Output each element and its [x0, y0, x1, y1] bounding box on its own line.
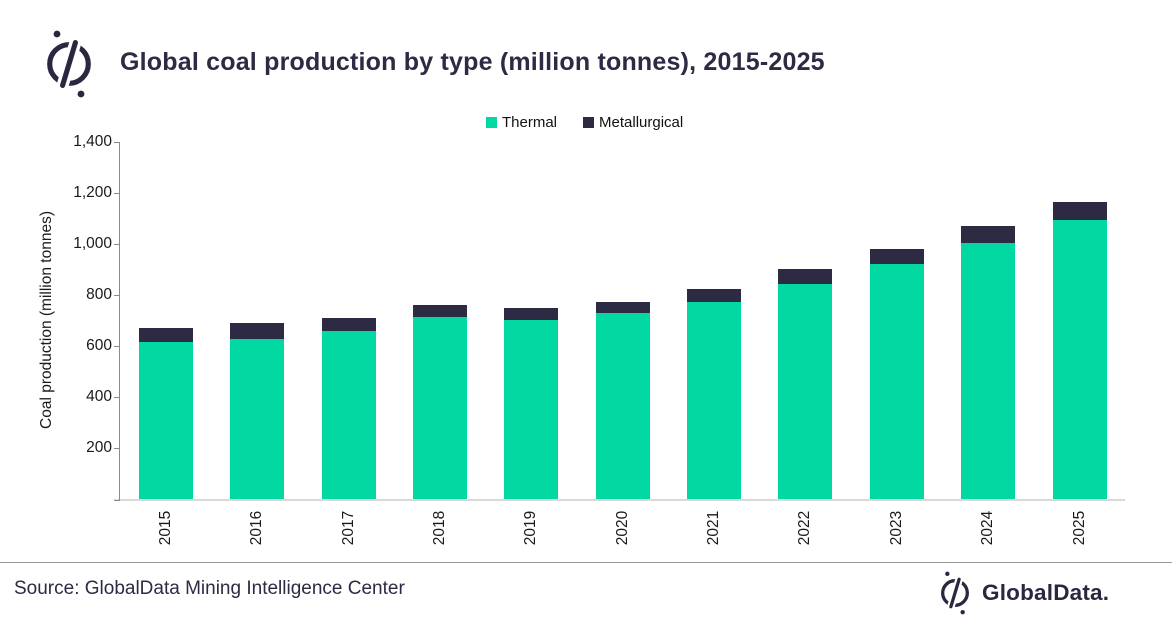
y-tick-mark: [114, 244, 120, 245]
y-tick-label: 800: [86, 286, 112, 304]
footer-brand: GlobalData.: [936, 570, 1109, 616]
source-note: Source: GlobalData Mining Intelligence C…: [14, 578, 405, 599]
bar-segment-thermal-2023: [869, 264, 924, 500]
bar-segment-thermal-2017: [321, 330, 376, 500]
legend-label-thermal: Thermal: [502, 114, 558, 131]
bar-segment-metallurgical-2018: [413, 305, 468, 317]
x-tick-label-2017: 2017: [339, 510, 357, 546]
y-tick-label: 400: [86, 388, 112, 406]
bar-segment-metallurgical-2019: [504, 308, 559, 321]
y-tick-label: 1,400: [73, 132, 112, 150]
bar-segment-metallurgical-2022: [778, 269, 833, 285]
y-tick-label: 600: [86, 337, 112, 355]
x-tick-label-2022: 2022: [796, 510, 814, 546]
legend-item-metallurgical: Metallurgical: [583, 114, 683, 131]
x-tick-label-2015: 2015: [157, 510, 174, 546]
x-axis-line: [114, 498, 1125, 501]
y-tick-mark: [114, 499, 120, 501]
y-tick-label: 200: [86, 439, 112, 457]
legend-item-thermal: Thermal: [486, 114, 557, 131]
y-tick-mark: [114, 346, 120, 348]
x-tick-label-2020: 2020: [613, 510, 631, 546]
bar-segment-thermal-2021: [687, 302, 742, 500]
bar-segment-thermal-2024: [961, 242, 1016, 500]
brand-wordmark: GlobalData.: [982, 580, 1110, 605]
bar-segment-metallurgical-2023: [869, 249, 924, 265]
bar-segment-thermal-2022: [778, 284, 833, 500]
x-tick-label-2024: 2024: [979, 510, 997, 546]
thermal-swatch-icon: [486, 117, 497, 128]
bar-segment-thermal-2020: [595, 313, 650, 500]
bar-segment-metallurgical-2017: [321, 317, 376, 331]
bar-segment-thermal-2025: [1052, 219, 1107, 500]
y-tick-label: 1,000: [73, 235, 112, 252]
y-tick-label: 1,200: [73, 183, 112, 201]
x-tick-label-2023: 2023: [887, 510, 905, 546]
x-tick-label-2016: 2016: [248, 510, 266, 546]
bar-segment-metallurgical-2020: [595, 301, 650, 314]
bar-segment-metallurgical-2024: [961, 226, 1016, 243]
bar-segment-thermal-2016: [230, 339, 285, 500]
y-tick-mark: [114, 448, 120, 450]
footer-divider: [0, 562, 1172, 563]
x-tick-label-2021: 2021: [705, 510, 723, 546]
x-tick-label-2025: 2025: [1070, 510, 1088, 546]
bar-segment-metallurgical-2015: [139, 327, 193, 343]
legend-label-metallurgical: Metallurgical: [599, 114, 684, 131]
x-tick-label-2019: 2019: [522, 510, 540, 546]
bar-segment-metallurgical-2025: [1052, 202, 1107, 220]
bar-segment-thermal-2015: [139, 342, 193, 500]
chart-title: Global coal production by type (million …: [120, 48, 825, 76]
globaldata-mark-icon: [936, 570, 974, 616]
y-tick-mark: [114, 397, 120, 399]
bar-segment-thermal-2019: [504, 320, 559, 500]
bar-segment-metallurgical-2021: [687, 289, 742, 303]
bar-segment-metallurgical-2016: [230, 322, 285, 340]
y-tick-mark: [114, 192, 120, 194]
bar-segment-thermal-2018: [413, 316, 468, 500]
metallurgical-swatch-icon: [583, 117, 595, 128]
y-axis-line: [119, 141, 120, 501]
chart-legend: Thermal Metallurgical: [486, 114, 683, 131]
x-tick-label-2018: 2018: [431, 510, 449, 546]
y-tick-mark: [114, 141, 120, 143]
y-tick-mark: [114, 295, 120, 297]
